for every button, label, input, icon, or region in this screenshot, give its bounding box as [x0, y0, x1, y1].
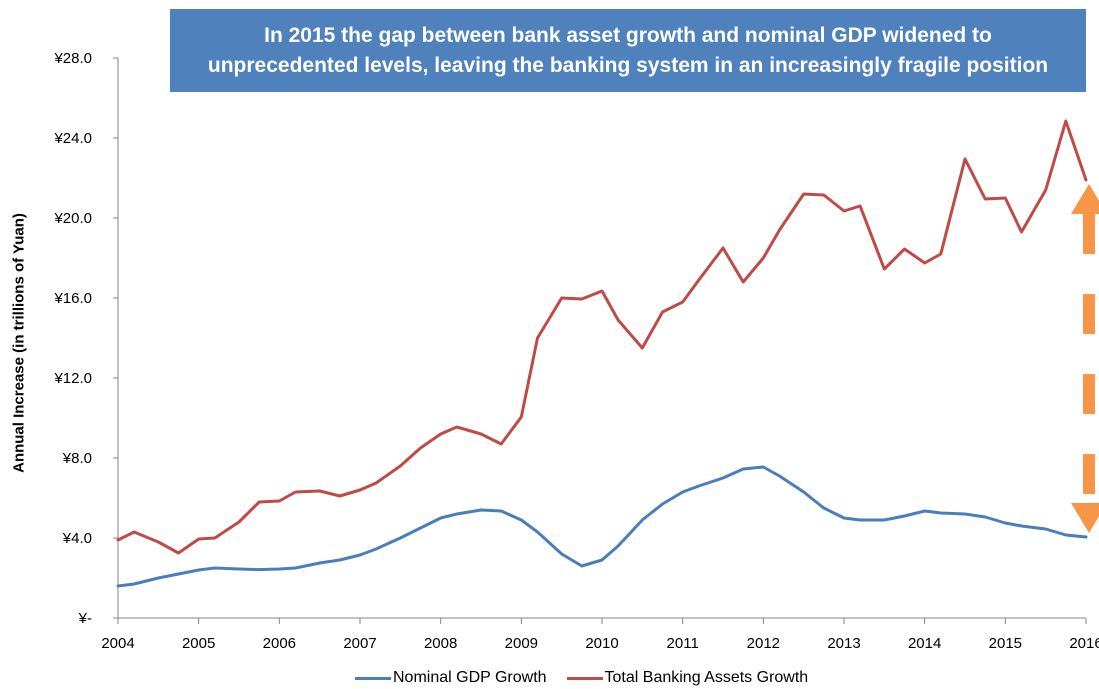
- series-line-banking-assets: [116, 119, 1088, 555]
- annotation-box: In 2015 the gap between bank asset growt…: [170, 9, 1086, 92]
- x-tick-label: 2009: [505, 635, 538, 652]
- y-tick-label: ¥12.0: [53, 370, 92, 387]
- y-tick-label: ¥24.0: [53, 130, 92, 147]
- legend-label-banking: Total Banking Assets Growth: [604, 669, 809, 686]
- series-lines: [116, 119, 1088, 588]
- x-tick-label: 2010: [585, 635, 618, 652]
- legend-item-banking: Total Banking Assets Growth: [566, 669, 809, 687]
- x-tick-label: 2008: [424, 635, 457, 652]
- y-axis-title: Annual Increase (in trillions of Yuan): [10, 213, 28, 473]
- annotation-line-2: unprecedented levels, leaving the bankin…: [207, 53, 1049, 77]
- x-tick-label: 2012: [747, 635, 780, 652]
- x-tick-label: 2011: [667, 635, 699, 652]
- gap-arrow: [1071, 184, 1099, 533]
- legend-swatch-gdp: [355, 676, 391, 680]
- x-tick-label: 2006: [263, 635, 296, 652]
- legend-swatch-banking: [566, 676, 603, 680]
- legend: Nominal GDP Growth Total Banking Assets …: [355, 668, 828, 688]
- x-tick-labels: 2004 2005 2006 2007 2008 2009 2010 2011 2012 2013…: [101, 618, 1099, 652]
- x-tick-label: 2007: [343, 635, 376, 652]
- x-tick-label: 2016: [1069, 635, 1099, 652]
- gap-arrow-head-down: [1071, 503, 1099, 533]
- y-tick-label: ¥16.0: [53, 290, 92, 307]
- annotation-line-1: In 2015 the gap between bank asset growt…: [264, 23, 992, 47]
- x-tick-label: 2005: [182, 635, 215, 652]
- x-tick-label: 2013: [827, 635, 860, 652]
- legend-label-gdp: Nominal GDP Growth: [393, 669, 547, 686]
- y-tick-label: ¥4.0: [62, 530, 92, 547]
- gap-arrow-head-up: [1071, 184, 1099, 214]
- axes: [117, 58, 1086, 619]
- legend-item-gdp: Nominal GDP Growth: [355, 669, 547, 687]
- x-tick-label: 2004: [101, 635, 134, 652]
- y-tick-label: ¥8.0: [62, 450, 92, 467]
- y-tick-label: ¥28.0: [53, 50, 92, 67]
- x-tick-label: 2014: [908, 635, 941, 652]
- series-line-nominal-gdp: [116, 465, 1088, 588]
- chart-area: ¥- ¥4.0 ¥8.0 ¥12.0 ¥16.0 ¥20.0 ¥24.0 ¥28.0 2004…: [53, 50, 1099, 652]
- y-tick-label: ¥20.0: [53, 210, 92, 227]
- y-tick-labels: ¥- ¥4.0 ¥8.0 ¥12.0 ¥16.0 ¥20.0 ¥24.0 ¥28.0: [53, 50, 118, 627]
- x-tick-label: 2015: [989, 635, 1022, 652]
- y-tick-label: ¥-: [78, 610, 92, 627]
